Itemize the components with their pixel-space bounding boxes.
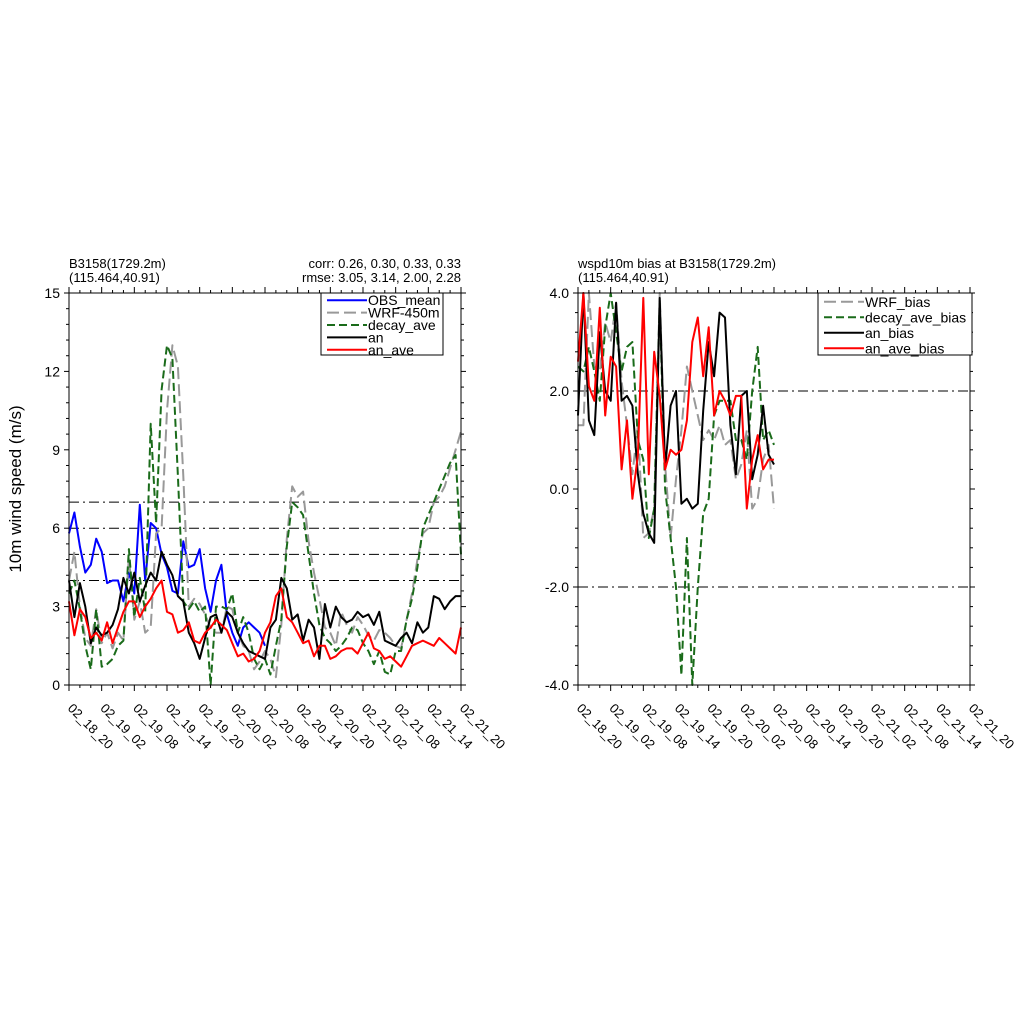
legend-label-an_ave_bias: an_ave_bias: [865, 340, 944, 356]
series-line-an_ave_bias: [577, 292, 774, 510]
legend-label-an_bias: an_bias: [865, 325, 914, 341]
y-tick-label: 2.0: [550, 383, 570, 399]
y-tick-label: 4.0: [550, 285, 570, 301]
bias-panel: -4.0-2.00.02.04.002_18_2002_19_0202_19_0…: [545, 256, 1018, 752]
series-line-WRF_bias: [578, 292, 775, 539]
title-left-line2: (115.464,40.91): [69, 270, 160, 285]
y-tick-label: -2.0: [545, 579, 569, 595]
legend-label-OBS_mean: OBS_mean: [368, 292, 440, 308]
y-tick-label: 0.0: [550, 481, 570, 497]
series-line-an: [68, 550, 461, 660]
y-tick-label: 15: [44, 285, 60, 301]
series-line-decay_ave_bias: [577, 292, 775, 686]
series-line-WRF-450m: [68, 344, 462, 679]
legend-label-WRF_bias: WRF_bias: [865, 294, 930, 310]
title-left-line2: (115.464,40.91): [578, 270, 669, 285]
wind-speed-panel: 0 3 6 9 12 15 02_18_2002_19_0202_19_0802_19_14…: [6, 256, 508, 752]
series-group: [68, 344, 462, 686]
y-tick-label: 12: [44, 363, 60, 379]
legend-label-decay_ave_bias: decay_ave_bias: [865, 309, 966, 325]
legend-label-decay_ave: decay_ave: [368, 317, 436, 333]
y-tick-label: 6: [52, 520, 60, 536]
y-tick-label: 3: [52, 599, 60, 615]
series-group: [577, 292, 775, 686]
series-line-an_ave: [68, 579, 462, 668]
y-axis: 0 3 6 9 12 15: [44, 285, 466, 693]
legend-label-an: an: [368, 329, 384, 345]
x-axis: 02_18_2002_19_0202_19_0802_19_1402_19_20…: [65, 287, 508, 752]
legend-label-WRF-450m: WRF-450m: [368, 305, 440, 321]
y-axis-label: 10m wind speed (m/s): [6, 405, 25, 572]
legend-label-an_ave: an_ave: [368, 342, 414, 358]
series-line-OBS_mean: [68, 503, 266, 647]
y-tick-label: 0: [52, 677, 60, 693]
y-axis: -4.0 -2.0 0.0 2.0 4.0: [545, 285, 975, 693]
title-right-line2: rmse: 3.05, 3.14, 2.00, 2.28: [302, 270, 461, 285]
y-tick-label: 9: [52, 442, 60, 458]
y-tick-label: -4.0: [545, 677, 569, 693]
title-left-line1: B3158(1729.2m): [69, 256, 166, 271]
title-left-line1: wspd10m bias at B3158(1729.2m): [577, 256, 776, 271]
legend-box: [817, 292, 973, 356]
title-right-line1: corr: 0.26, 0.30, 0.33, 0.33: [309, 256, 462, 271]
